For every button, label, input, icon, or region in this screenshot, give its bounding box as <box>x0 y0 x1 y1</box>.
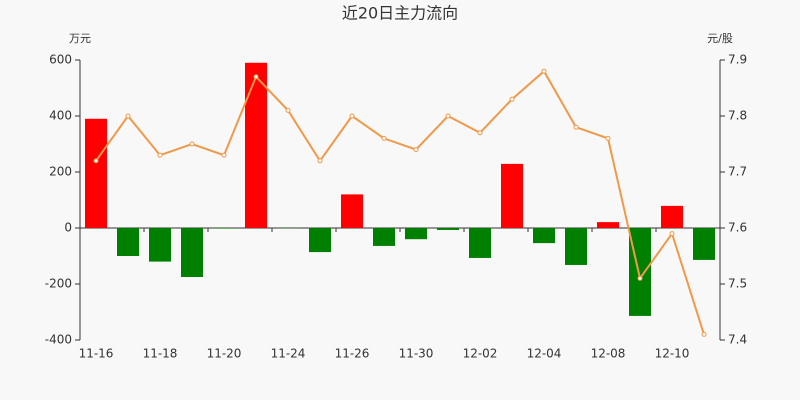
bar <box>469 228 491 258</box>
price-point <box>189 141 195 147</box>
price-point <box>701 331 707 337</box>
price-point <box>253 74 259 80</box>
bar <box>181 228 203 277</box>
y-tick-label: -400 <box>45 333 72 347</box>
bar <box>565 228 587 265</box>
price-point <box>477 130 483 136</box>
x-tick-label: 12-02 <box>463 347 498 361</box>
price-point <box>605 135 611 141</box>
x-tick-label: 11-18 <box>143 347 178 361</box>
x-tick-label: 11-16 <box>79 347 114 361</box>
x-tick-label: 11-30 <box>399 347 434 361</box>
price-point <box>509 96 515 102</box>
price-point <box>573 124 579 130</box>
y2-tick-label: 7.4 <box>728 333 747 347</box>
price-point <box>381 135 387 141</box>
y2-tick-label: 7.5 <box>728 277 747 291</box>
bar <box>373 228 395 246</box>
bar <box>309 228 331 253</box>
price-point <box>413 147 419 153</box>
price-point <box>637 275 643 281</box>
price-point <box>349 113 355 119</box>
bar <box>437 228 459 230</box>
y-tick-label: 400 <box>49 109 72 123</box>
bar <box>501 163 523 228</box>
x-tick-label: 11-26 <box>335 347 370 361</box>
price-point <box>285 107 291 113</box>
bar <box>533 228 555 244</box>
chart-title: 近20日主力流向 <box>342 4 458 23</box>
price-point <box>157 152 163 158</box>
x-tick-label: 12-08 <box>591 347 626 361</box>
x-tick-label: 12-10 <box>655 347 690 361</box>
y2-tick-label: 7.7 <box>728 165 747 179</box>
bar <box>117 228 139 256</box>
y-axis-label: 万元 <box>69 32 91 45</box>
price-line <box>95 69 705 335</box>
price-point <box>93 158 99 164</box>
price-point <box>221 152 227 158</box>
x-tick-label: 11-24 <box>271 347 306 361</box>
bar <box>149 228 171 262</box>
y2-axis-label: 元/股 <box>707 32 733 45</box>
y-tick-label: 0 <box>64 221 72 235</box>
bar <box>661 205 683 228</box>
bar <box>341 194 363 228</box>
bar <box>405 228 427 240</box>
price-point <box>541 68 547 74</box>
bar <box>85 118 107 228</box>
bar <box>693 228 715 260</box>
y2-tick-label: 7.6 <box>728 221 747 235</box>
price-point <box>125 113 131 119</box>
bar <box>597 222 619 228</box>
bar <box>213 228 235 229</box>
price-point <box>317 158 323 164</box>
x-tick-label: 12-04 <box>527 347 562 361</box>
x-tick-label: 11-20 <box>207 347 242 361</box>
bar <box>245 62 267 228</box>
price-point <box>445 113 451 119</box>
price-point <box>669 231 675 237</box>
y-tick-label: 200 <box>49 165 72 179</box>
y2-tick-label: 7.9 <box>728 53 747 67</box>
y-tick-label: 600 <box>49 53 72 67</box>
y-tick-label: -200 <box>45 277 72 291</box>
y2-tick-label: 7.8 <box>728 109 747 123</box>
